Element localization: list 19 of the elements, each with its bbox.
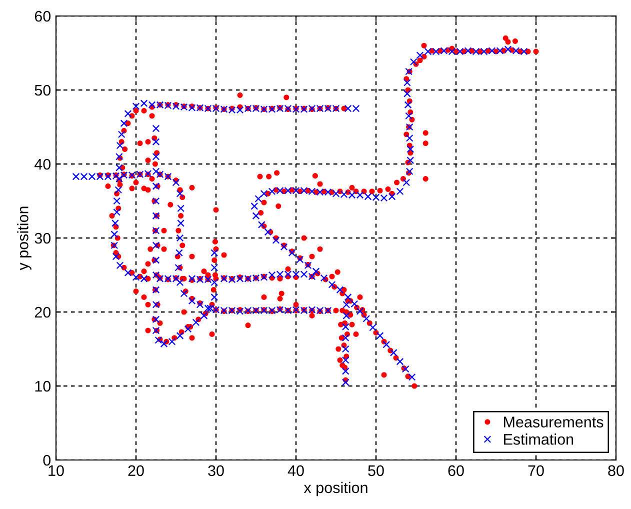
y-axis-title: y position: [17, 206, 32, 270]
y-tick-label: 40: [34, 158, 51, 170]
y-tick-label: 60: [34, 10, 51, 22]
x-tick-label: 40: [288, 465, 304, 476]
legend-label: Measurements: [504, 416, 604, 428]
x-tick-label: 60: [448, 465, 464, 476]
x-tick-label: 50: [368, 465, 384, 476]
y-tick-label: 10: [35, 380, 51, 392]
x-axis-title: x position: [304, 482, 368, 496]
x-tick-label: 10: [48, 465, 64, 476]
x-tick-label: 80: [608, 465, 624, 476]
legend-label: Estimation: [504, 434, 574, 445]
x-tick-label: 70: [528, 465, 544, 476]
y-tick-label: 0: [43, 454, 51, 466]
y-tick-label: 20: [34, 306, 51, 318]
x-tick-label: 30: [208, 465, 224, 476]
y-tick-label: 30: [34, 232, 51, 244]
x-tick-label: 20: [128, 465, 144, 476]
y-tick-label: 50: [34, 84, 51, 96]
